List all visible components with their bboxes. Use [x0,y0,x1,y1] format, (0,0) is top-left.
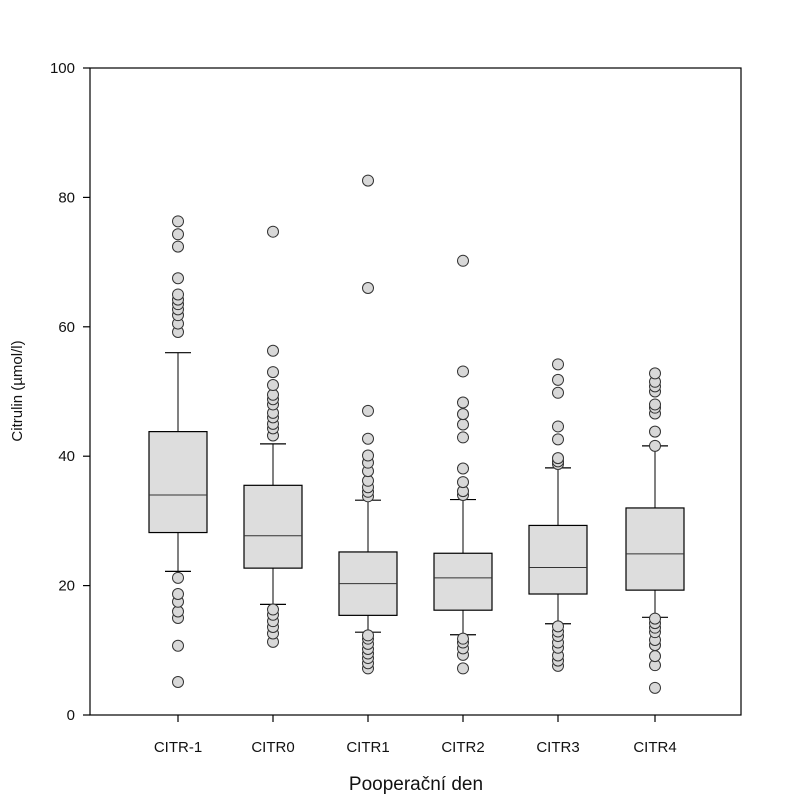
outlier-point [552,433,564,446]
outlier-point [552,452,564,465]
outliers-CITR-1 [172,215,184,689]
outlier-point [172,228,184,241]
outlier-point [552,373,564,386]
outlier-point [457,476,469,489]
outlier-point [172,639,184,652]
outlier-point [457,632,469,645]
outlier-point [267,344,279,357]
y-tick-label: 80 [58,189,75,206]
outliers [172,174,661,694]
y-tick-label: 0 [67,707,75,724]
outlier-point [457,254,469,267]
x-tick-label: CITR2 [441,739,484,756]
outlier-point [172,676,184,689]
outlier-point [457,431,469,444]
outlier-point [267,225,279,238]
outlier-point [457,418,469,431]
outlier-point [362,404,374,417]
box-CITR1 [338,499,398,633]
box-iqr [148,431,208,534]
outliers-CITR1 [362,174,374,675]
outlier-point [649,398,661,411]
outlier-point [457,365,469,378]
outlier-point [362,629,374,642]
y-tick-label: 40 [58,448,75,465]
y-tick-label: 60 [58,319,75,336]
box-CITR0 [243,443,303,605]
outlier-point [552,620,564,633]
outlier-point [267,603,279,616]
outlier-point [267,366,279,379]
y-tick-label: 20 [58,578,75,595]
y-tick-label: 100 [50,60,75,77]
outlier-point [172,288,184,301]
outliers-CITR3 [552,358,564,672]
outlier-point [552,420,564,433]
outlier-point [172,215,184,228]
outlier-point [172,588,184,601]
x-tick-label: CITR3 [536,739,579,756]
outlier-point [649,439,661,452]
outlier-point [362,432,374,445]
outlier-point [457,408,469,421]
outlier-point [172,272,184,285]
x-tick-label: CITR4 [633,739,676,756]
outlier-point [649,650,661,663]
box-iqr [528,524,588,595]
boxes [148,352,685,636]
x-tick-label: CITR0 [251,739,294,756]
outlier-point [362,281,374,294]
outlier-point [457,662,469,675]
outlier-point [649,612,661,625]
outlier-point [362,174,374,187]
x-axis: CITR-1 CITR0 CITR1 CITR2 CITR3 CITR4 [154,715,677,756]
box-CITR-1 [148,352,208,572]
y-axis-title: Citrulin (µmol/l) [9,340,26,441]
outlier-point [649,425,661,438]
outlier-point [267,379,279,392]
outlier-point [457,462,469,475]
box-CITR3 [528,467,588,625]
outlier-point [362,449,374,462]
outlier-point [552,358,564,371]
outliers-CITR2 [457,254,469,675]
box-iqr [243,484,303,569]
outliers-CITR4 [649,367,661,694]
x-tick-label: CITR-1 [154,739,202,756]
outlier-point [457,396,469,409]
outliers-CITR0 [267,225,279,648]
box-CITR4 [625,445,685,618]
outlier-point [172,571,184,584]
x-axis-title: Pooperační den [349,774,483,795]
x-tick-label: CITR1 [346,739,389,756]
box-CITR2 [433,498,493,636]
y-axis: 0 20 40 60 80 100 [50,60,90,724]
outlier-point [649,681,661,694]
box-iqr [433,552,493,611]
outlier-point [649,367,661,380]
box-iqr [625,507,685,591]
plot-frame [89,67,742,716]
outlier-point [172,240,184,253]
outlier-point [552,386,564,399]
